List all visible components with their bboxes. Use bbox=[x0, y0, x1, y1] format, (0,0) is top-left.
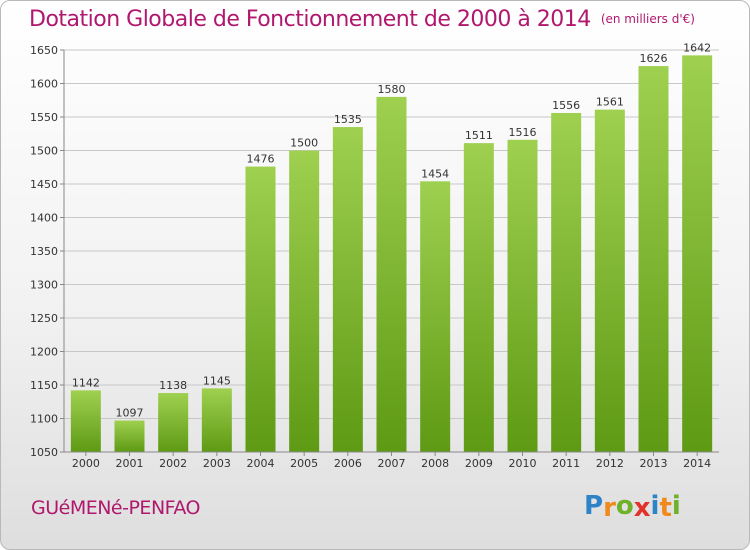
bar-2001 bbox=[114, 420, 145, 452]
y-tick-label: 1600 bbox=[30, 78, 58, 91]
chart-title-text: Dotation Globale de Fonctionnement de 20… bbox=[29, 7, 591, 32]
x-tick-label: 2008 bbox=[421, 457, 449, 470]
bar-value-label: 1516 bbox=[509, 126, 537, 139]
y-tick-label: 1350 bbox=[30, 245, 58, 258]
bar-value-label: 1142 bbox=[72, 376, 100, 389]
bar-value-label: 1642 bbox=[683, 41, 711, 54]
x-axis: 2000 2001 2002 2003 2004 2005 2006 2007 2008 2009… bbox=[64, 451, 719, 470]
y-tick-label: 1500 bbox=[30, 145, 58, 158]
commune-name: GUéMENé-PENFAO bbox=[31, 497, 200, 519]
logo-letter: i bbox=[650, 491, 660, 521]
bar-value-label: 1626 bbox=[640, 52, 668, 65]
chart-subtitle: (en milliers d'€) bbox=[600, 12, 695, 26]
x-tick-label: 2011 bbox=[552, 457, 580, 470]
bar-2006 bbox=[332, 127, 363, 453]
x-tick-label: 2006 bbox=[334, 457, 362, 470]
x-tick-label: 2009 bbox=[465, 457, 493, 470]
bar-2000 bbox=[70, 390, 101, 452]
y-tick-label: 1150 bbox=[30, 379, 58, 392]
x-tick-label: 2005 bbox=[290, 457, 318, 470]
y-tick-label: 1550 bbox=[30, 111, 58, 124]
x-tick-label: 2013 bbox=[640, 457, 668, 470]
bar-value-label: 1138 bbox=[159, 379, 187, 392]
bar-2012 bbox=[594, 109, 625, 452]
proxiti-logo[interactable]: Proxiti bbox=[584, 491, 681, 523]
y-tick-label: 1650 bbox=[30, 44, 58, 57]
bar-2007 bbox=[376, 96, 407, 453]
x-tick-label: 2012 bbox=[596, 457, 624, 470]
y-tick-label: 1300 bbox=[30, 279, 58, 292]
x-tick-label: 2000 bbox=[72, 457, 100, 470]
bar-value-label: 1097 bbox=[116, 407, 144, 420]
x-tick-label: 2002 bbox=[159, 457, 187, 470]
bar-value-label: 1535 bbox=[334, 113, 362, 126]
bar-value-label: 1561 bbox=[596, 96, 624, 109]
y-tick-label: 1250 bbox=[30, 312, 58, 325]
bar-value-label: 1580 bbox=[378, 83, 406, 96]
bar-2010 bbox=[507, 139, 538, 452]
bar-2005 bbox=[289, 150, 320, 452]
bar-value-label: 1454 bbox=[421, 167, 449, 180]
bar-2002 bbox=[158, 393, 189, 452]
logo-letter: x bbox=[633, 493, 651, 523]
bars: 1142 1097 1138 1145 1476 1500 1535 1580 1454 1511… bbox=[70, 41, 713, 453]
y-axis: 1050 1100 1150 1200 1250 1300 1350 1400 1450 1500… bbox=[30, 44, 65, 459]
bar-2009 bbox=[463, 143, 494, 452]
x-tick-label: 2010 bbox=[509, 457, 537, 470]
logo-letter: t bbox=[659, 493, 672, 523]
y-tick-label: 1100 bbox=[30, 413, 58, 426]
x-tick-label: 2003 bbox=[203, 457, 231, 470]
y-tick-label: 1450 bbox=[30, 178, 58, 191]
bar-value-label: 1511 bbox=[465, 129, 493, 142]
logo-letter: P bbox=[584, 491, 604, 521]
x-tick-label: 2014 bbox=[683, 457, 711, 470]
chart-title: Dotation Globale de Fonctionnement de 20… bbox=[29, 7, 695, 32]
logo-letter: i bbox=[671, 491, 681, 521]
bar-2011 bbox=[551, 112, 582, 452]
bar-value-label: 1500 bbox=[290, 137, 318, 150]
logo-letter: r bbox=[603, 493, 616, 523]
bar-2004 bbox=[245, 166, 276, 452]
bar-2013 bbox=[638, 66, 669, 452]
x-tick-label: 2004 bbox=[247, 457, 275, 470]
bar-2008 bbox=[420, 181, 451, 452]
bar-value-label: 1556 bbox=[552, 99, 580, 112]
y-tick-label: 1400 bbox=[30, 212, 58, 225]
logo-letter: o bbox=[615, 491, 634, 521]
bar-2003 bbox=[201, 388, 232, 452]
bar-value-label: 1145 bbox=[203, 374, 231, 387]
y-tick-label: 1200 bbox=[30, 346, 58, 359]
y-tick-label: 1050 bbox=[30, 446, 58, 459]
bar-2014 bbox=[682, 55, 713, 453]
bar-value-label: 1476 bbox=[247, 153, 275, 166]
x-tick-label: 2007 bbox=[378, 457, 406, 470]
x-tick-label: 2001 bbox=[116, 457, 144, 470]
